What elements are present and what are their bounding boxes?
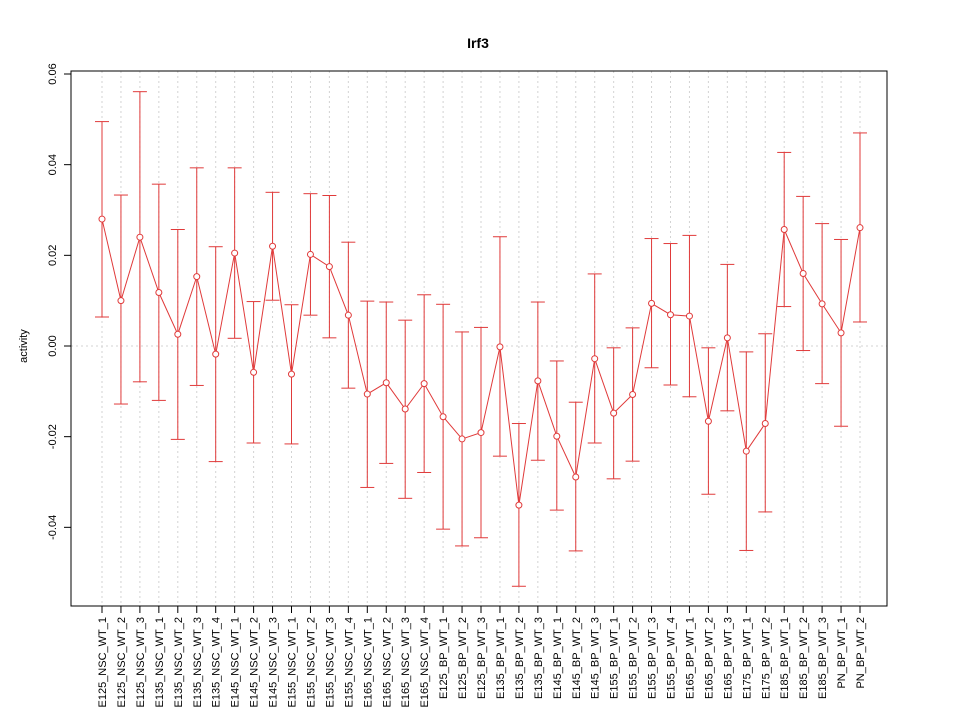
x-tick-label: PN_BP_WT_1 — [836, 617, 848, 689]
data-point — [648, 299, 656, 307]
data-point — [193, 273, 201, 281]
x-tick-label: E135_BP_WT_1 — [495, 617, 507, 699]
grid — [71, 71, 887, 606]
y-axis-label: activity — [18, 329, 30, 363]
data-point — [382, 379, 390, 387]
x-tick-label: E185_BP_WT_1 — [779, 617, 791, 699]
x-tick-label: E175_BP_WT_1 — [741, 617, 753, 699]
y-tick-label: -0.04 — [47, 515, 59, 540]
x-tick-label: E125_BP_WT_2 — [457, 617, 469, 699]
data-point — [534, 377, 542, 385]
data-point — [174, 330, 182, 338]
data-point — [818, 300, 826, 308]
x-tick-label: E155_NSC_WT_2 — [305, 617, 317, 708]
x-tick-label: E135_BP_WT_3 — [533, 617, 545, 699]
x-tick-label: E155_BP_WT_2 — [628, 617, 640, 699]
data-point — [799, 269, 807, 277]
x-tick-label: E135_NSC_WT_2 — [173, 617, 185, 708]
data-point — [742, 447, 750, 455]
x-tick-label: E135_BP_WT_2 — [514, 617, 526, 699]
x-tick-label: E145_NSC_WT_2 — [249, 617, 261, 708]
x-tick-label: E185_BP_WT_3 — [817, 617, 829, 699]
x-tick-label: E155_BP_WT_4 — [666, 617, 678, 699]
x-tick-label: E145_NSC_WT_1 — [230, 617, 242, 708]
y-tick-label: 0.04 — [47, 154, 59, 175]
x-tick-label: E125_BP_WT_1 — [438, 617, 450, 699]
data-point — [723, 334, 731, 342]
data-point — [420, 380, 428, 388]
data-point — [250, 368, 258, 376]
data-point — [704, 417, 712, 425]
data-point — [629, 391, 637, 399]
data-point — [667, 311, 674, 319]
data-point — [136, 233, 144, 241]
data-point — [401, 405, 409, 413]
y-tick-label: 0.02 — [47, 245, 59, 266]
x-tick-label: E135_NSC_WT_4 — [211, 617, 223, 708]
x-tick-label: E125_NSC_WT_2 — [116, 617, 128, 708]
data-point — [685, 312, 693, 320]
x-tick-label: E145_NSC_WT_3 — [268, 617, 280, 708]
x-tick-label: E175_BP_WT_2 — [760, 617, 772, 699]
series — [95, 91, 867, 587]
data-point — [212, 350, 220, 358]
x-tick-label: E125_NSC_WT_1 — [97, 617, 109, 708]
x-tick-label: E165_NSC_WT_2 — [381, 617, 393, 708]
data-point — [325, 263, 333, 271]
data-point — [515, 501, 523, 509]
x-tick-label: E165_NSC_WT_4 — [419, 617, 431, 708]
data-point — [496, 343, 504, 351]
x-tick-label: E155_BP_WT_1 — [609, 617, 621, 699]
y-tick-label: 0.06 — [47, 63, 59, 84]
plot-frame — [70, 70, 888, 607]
x-tick-label: E155_NSC_WT_3 — [324, 617, 336, 708]
x-tick-label: E185_BP_WT_2 — [798, 617, 810, 699]
data-point — [856, 224, 864, 232]
data-point — [117, 297, 125, 305]
data-point — [155, 289, 163, 297]
x-tick-label: E145_BP_WT_2 — [571, 617, 583, 699]
x-tick-label: E165_NSC_WT_1 — [362, 617, 374, 708]
data-point — [610, 409, 618, 417]
y-tick-label: 0.00 — [47, 335, 59, 356]
x-tick-label: E125_BP_WT_3 — [476, 617, 488, 699]
data-point — [269, 242, 277, 250]
data-point — [553, 432, 561, 440]
data-point — [458, 435, 466, 443]
data-point — [344, 311, 352, 319]
data-point — [363, 390, 371, 398]
x-tick-label: E135_NSC_WT_1 — [154, 617, 166, 708]
data-point — [837, 329, 845, 337]
data-point — [761, 420, 769, 428]
data-point — [288, 370, 295, 378]
x-tick-label: E165_NSC_WT_3 — [400, 617, 412, 708]
data-point — [591, 355, 599, 363]
data-point — [98, 215, 106, 223]
data-point — [572, 473, 580, 481]
data-point — [306, 250, 314, 258]
data-point — [477, 429, 485, 437]
data-point — [439, 413, 447, 421]
x-tick-label: E155_BP_WT_3 — [647, 617, 659, 699]
y-axis: -0.04 -0.02 0.00 0.02 0.04 0.06 — [47, 63, 71, 540]
data-point — [780, 225, 788, 233]
x-tick-label: E165_BP_WT_1 — [684, 617, 696, 699]
chart-title: Irf3 — [467, 35, 489, 51]
x-tick-label: E155_NSC_WT_1 — [287, 617, 299, 708]
x-tick-label: E135_NSC_WT_3 — [192, 617, 204, 708]
x-tick-label: E165_BP_WT_3 — [722, 617, 734, 699]
x-tick-label: E125_NSC_WT_3 — [135, 617, 147, 708]
x-tick-label: E155_NSC_WT_4 — [343, 617, 355, 708]
x-tick-label: PN_BP_WT_2 — [855, 617, 867, 689]
x-tick-label: E145_BP_WT_3 — [590, 617, 602, 699]
x-axis: E125_NSC_WT_1 E125_NSC_WT_2 E125_NSC_WT_3 E… — [97, 606, 867, 708]
y-tick-label: -0.02 — [47, 424, 59, 449]
x-tick-label: E165_BP_WT_2 — [703, 617, 715, 699]
data-point — [231, 249, 239, 257]
x-tick-label: E145_BP_WT_1 — [552, 617, 564, 699]
